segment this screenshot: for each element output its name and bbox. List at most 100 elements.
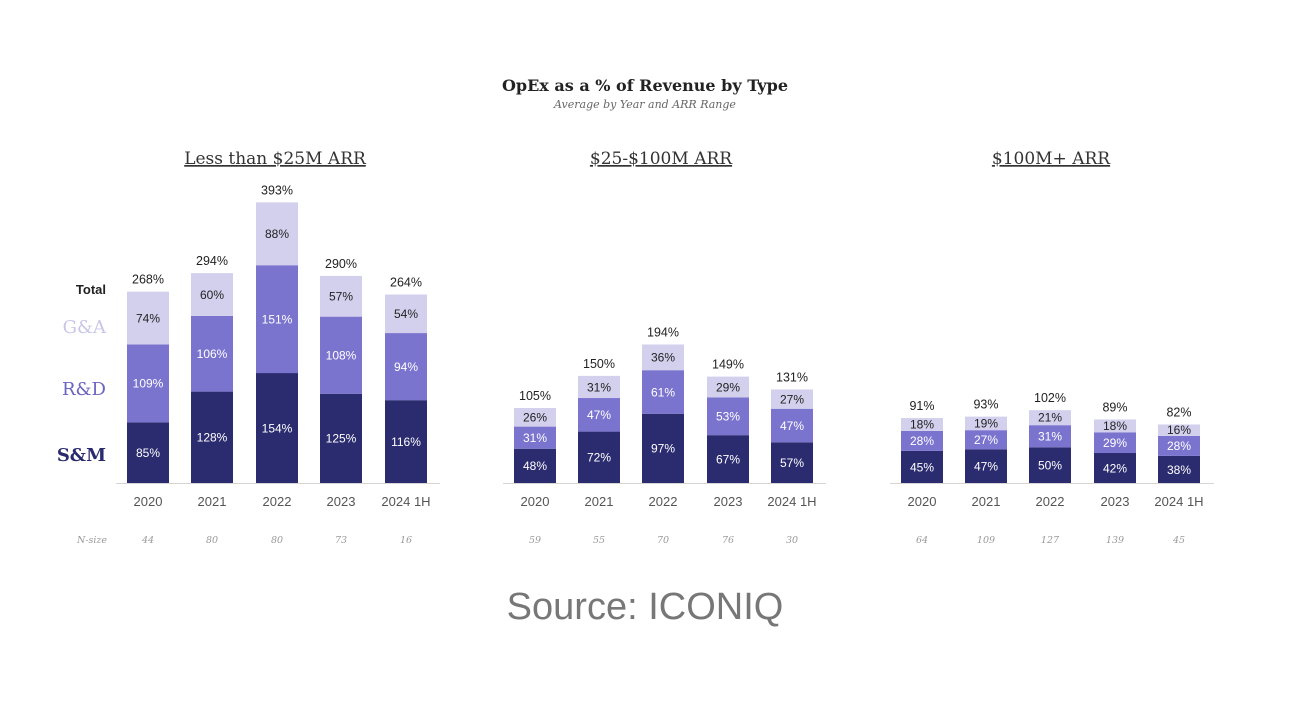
legend-sm: S&M <box>57 445 106 466</box>
segment-label: 109% <box>133 377 164 391</box>
bar-segment-sm <box>965 449 1007 483</box>
segment-label: 16% <box>1167 423 1191 437</box>
bar-segment-sm <box>127 422 169 483</box>
segment-label: 106% <box>197 347 228 361</box>
segment-label: 38% <box>1167 463 1191 477</box>
total-label: 149% <box>712 358 744 372</box>
nsize-value: 45 <box>1172 535 1185 546</box>
segment-label: 54% <box>394 307 418 321</box>
segment-label: 47% <box>780 419 804 433</box>
total-label: 150% <box>583 357 615 371</box>
nsize-value: 73 <box>335 535 347 546</box>
bar-segment-ga <box>1094 419 1136 433</box>
x-tick-label: 2021 <box>972 494 1001 509</box>
segment-label: 50% <box>1038 458 1062 472</box>
segment-label: 31% <box>1038 430 1062 444</box>
nsize-value: 55 <box>593 535 605 546</box>
segment-label: 97% <box>651 442 675 456</box>
segment-label: 47% <box>587 408 611 422</box>
bar-segment-rd <box>578 398 620 432</box>
segment-label: 45% <box>910 460 934 474</box>
chart-title: OpEx as a % of Revenue by Type <box>502 76 788 95</box>
bar-segment-rd <box>385 333 427 401</box>
nsize-label: N-size <box>76 535 107 546</box>
panel-3: $100M+ ARR 45% 28% 18% 91% 2020 64 47% 27% 19% 93%… <box>890 149 1214 546</box>
segment-label: 28% <box>1167 439 1191 453</box>
nsize-value: 109 <box>977 535 995 546</box>
total-label: 268% <box>132 273 164 287</box>
x-tick-label: 2023 <box>327 494 356 509</box>
segment-label: 57% <box>329 290 353 304</box>
bar-segment-rd <box>642 370 684 414</box>
segment-label: 154% <box>262 421 293 435</box>
bar-segment-rd <box>256 265 298 374</box>
legend-total: Total <box>76 282 106 297</box>
bar-segment-ga <box>191 273 233 316</box>
source-caption: Source: ICONIQ <box>506 586 784 628</box>
panel-title: $25-$100M ARR <box>590 149 733 169</box>
x-tick-label: 2022 <box>649 494 678 509</box>
segment-label: 151% <box>262 312 293 326</box>
total-label: 131% <box>776 370 808 384</box>
bar-segment-sm <box>385 400 427 483</box>
bar-segment-rd <box>1029 425 1071 448</box>
segment-label: 125% <box>326 432 357 446</box>
total-label: 93% <box>973 398 998 412</box>
total-label: 82% <box>1166 405 1191 419</box>
segment-label: 31% <box>587 380 611 394</box>
nsize-value: 30 <box>786 535 798 546</box>
x-tick-label: 2022 <box>1036 494 1065 509</box>
bar-segment-sm <box>191 391 233 483</box>
bar-segment-rd <box>1158 435 1200 456</box>
bar-segment-sm <box>320 393 362 483</box>
bar-segment-sm <box>1158 455 1200 483</box>
nsize-value: 139 <box>1106 535 1124 546</box>
x-tick-label: 2020 <box>521 494 550 509</box>
segment-label: 67% <box>716 452 740 466</box>
nsize-value: 80 <box>206 535 218 546</box>
chart-panels: Less than $25M ARR 85% 109% 74% 268% 2020 44 12… <box>116 149 1214 546</box>
segment-label: 108% <box>326 349 357 363</box>
panel-title: $100M+ ARR <box>992 149 1111 169</box>
segment-label: 47% <box>974 460 998 474</box>
bar-segment-sm <box>771 442 813 483</box>
x-tick-label: 2020 <box>134 494 163 509</box>
segment-label: 57% <box>780 456 804 470</box>
total-label: 393% <box>261 183 293 197</box>
segment-label: 60% <box>200 288 224 302</box>
segment-label: 19% <box>974 416 998 430</box>
nsize-value: 127 <box>1041 535 1060 546</box>
segment-label: 29% <box>1103 436 1127 450</box>
segment-label: 18% <box>1103 419 1127 433</box>
bar-segment-rd <box>965 430 1007 450</box>
total-label: 91% <box>909 399 934 413</box>
bar-segment-rd <box>320 316 362 394</box>
bar-segment-sm <box>1094 453 1136 483</box>
bar-segment-ga <box>256 202 298 266</box>
segment-label: 88% <box>265 227 289 241</box>
segment-label: 48% <box>523 459 547 473</box>
x-tick-label: 2023 <box>1101 494 1130 509</box>
chart-subtitle: Average by Year and ARR Range <box>553 98 736 111</box>
legend-rd: R&D <box>62 379 106 400</box>
total-label: 264% <box>390 276 422 290</box>
total-label: 102% <box>1034 391 1066 405</box>
segment-label: 28% <box>910 434 934 448</box>
segment-label: 26% <box>523 411 547 425</box>
segment-label: 18% <box>910 417 934 431</box>
nsize-value: 80 <box>271 535 283 546</box>
bar-segment-ga <box>1029 410 1071 426</box>
legend-ga: G&A <box>63 317 107 338</box>
bar-segment-sm <box>578 431 620 483</box>
segment-label: 27% <box>780 392 804 406</box>
total-label: 290% <box>325 257 357 271</box>
nsize-value: 59 <box>529 535 541 546</box>
bar-segment-ga <box>965 416 1007 431</box>
bar-segment-ga <box>642 344 684 371</box>
x-tick-label: 2024 1H <box>767 494 816 509</box>
segment-label: 116% <box>391 435 421 449</box>
bar-segment-rd <box>127 344 169 423</box>
panel-title: Less than $25M ARR <box>184 149 367 169</box>
segment-label: 128% <box>197 431 228 445</box>
